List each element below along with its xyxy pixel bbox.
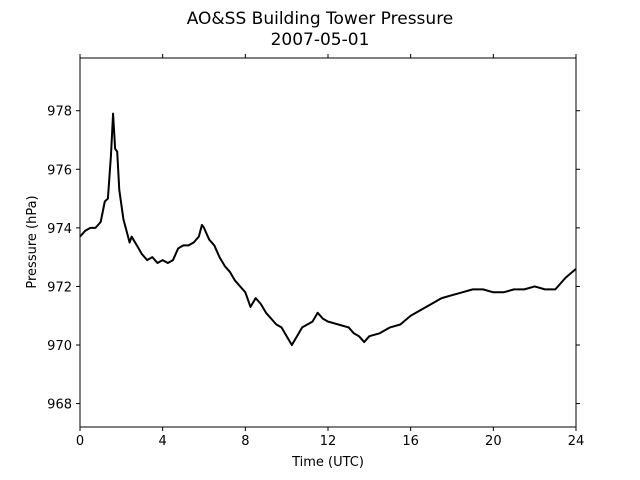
chart-subtitle: 2007-05-01 bbox=[271, 30, 370, 50]
y-tick-label: 968 bbox=[47, 398, 72, 413]
x-tick-label: 8 bbox=[241, 434, 249, 449]
data-line bbox=[79, 112, 577, 346]
y-tick-label: 976 bbox=[47, 163, 72, 178]
x-tick-label: 20 bbox=[485, 434, 502, 449]
x-tick-label: 0 bbox=[76, 434, 84, 449]
x-tick-label: 4 bbox=[159, 434, 167, 449]
x-tick-label: 12 bbox=[320, 434, 337, 449]
y-tick-label: 974 bbox=[47, 222, 72, 237]
chart-title: AO&SS Building Tower Pressure bbox=[187, 9, 454, 29]
x-tick-label: 24 bbox=[568, 434, 585, 449]
y-tick-label: 978 bbox=[47, 105, 72, 120]
y-tick-label: 970 bbox=[47, 339, 72, 354]
y-tick-label: 972 bbox=[47, 280, 72, 295]
x-tick-label: 16 bbox=[402, 434, 419, 449]
x-axis-label: Time (UTC) bbox=[291, 455, 364, 470]
y-axis-label: Pressure (hPa) bbox=[25, 195, 40, 288]
